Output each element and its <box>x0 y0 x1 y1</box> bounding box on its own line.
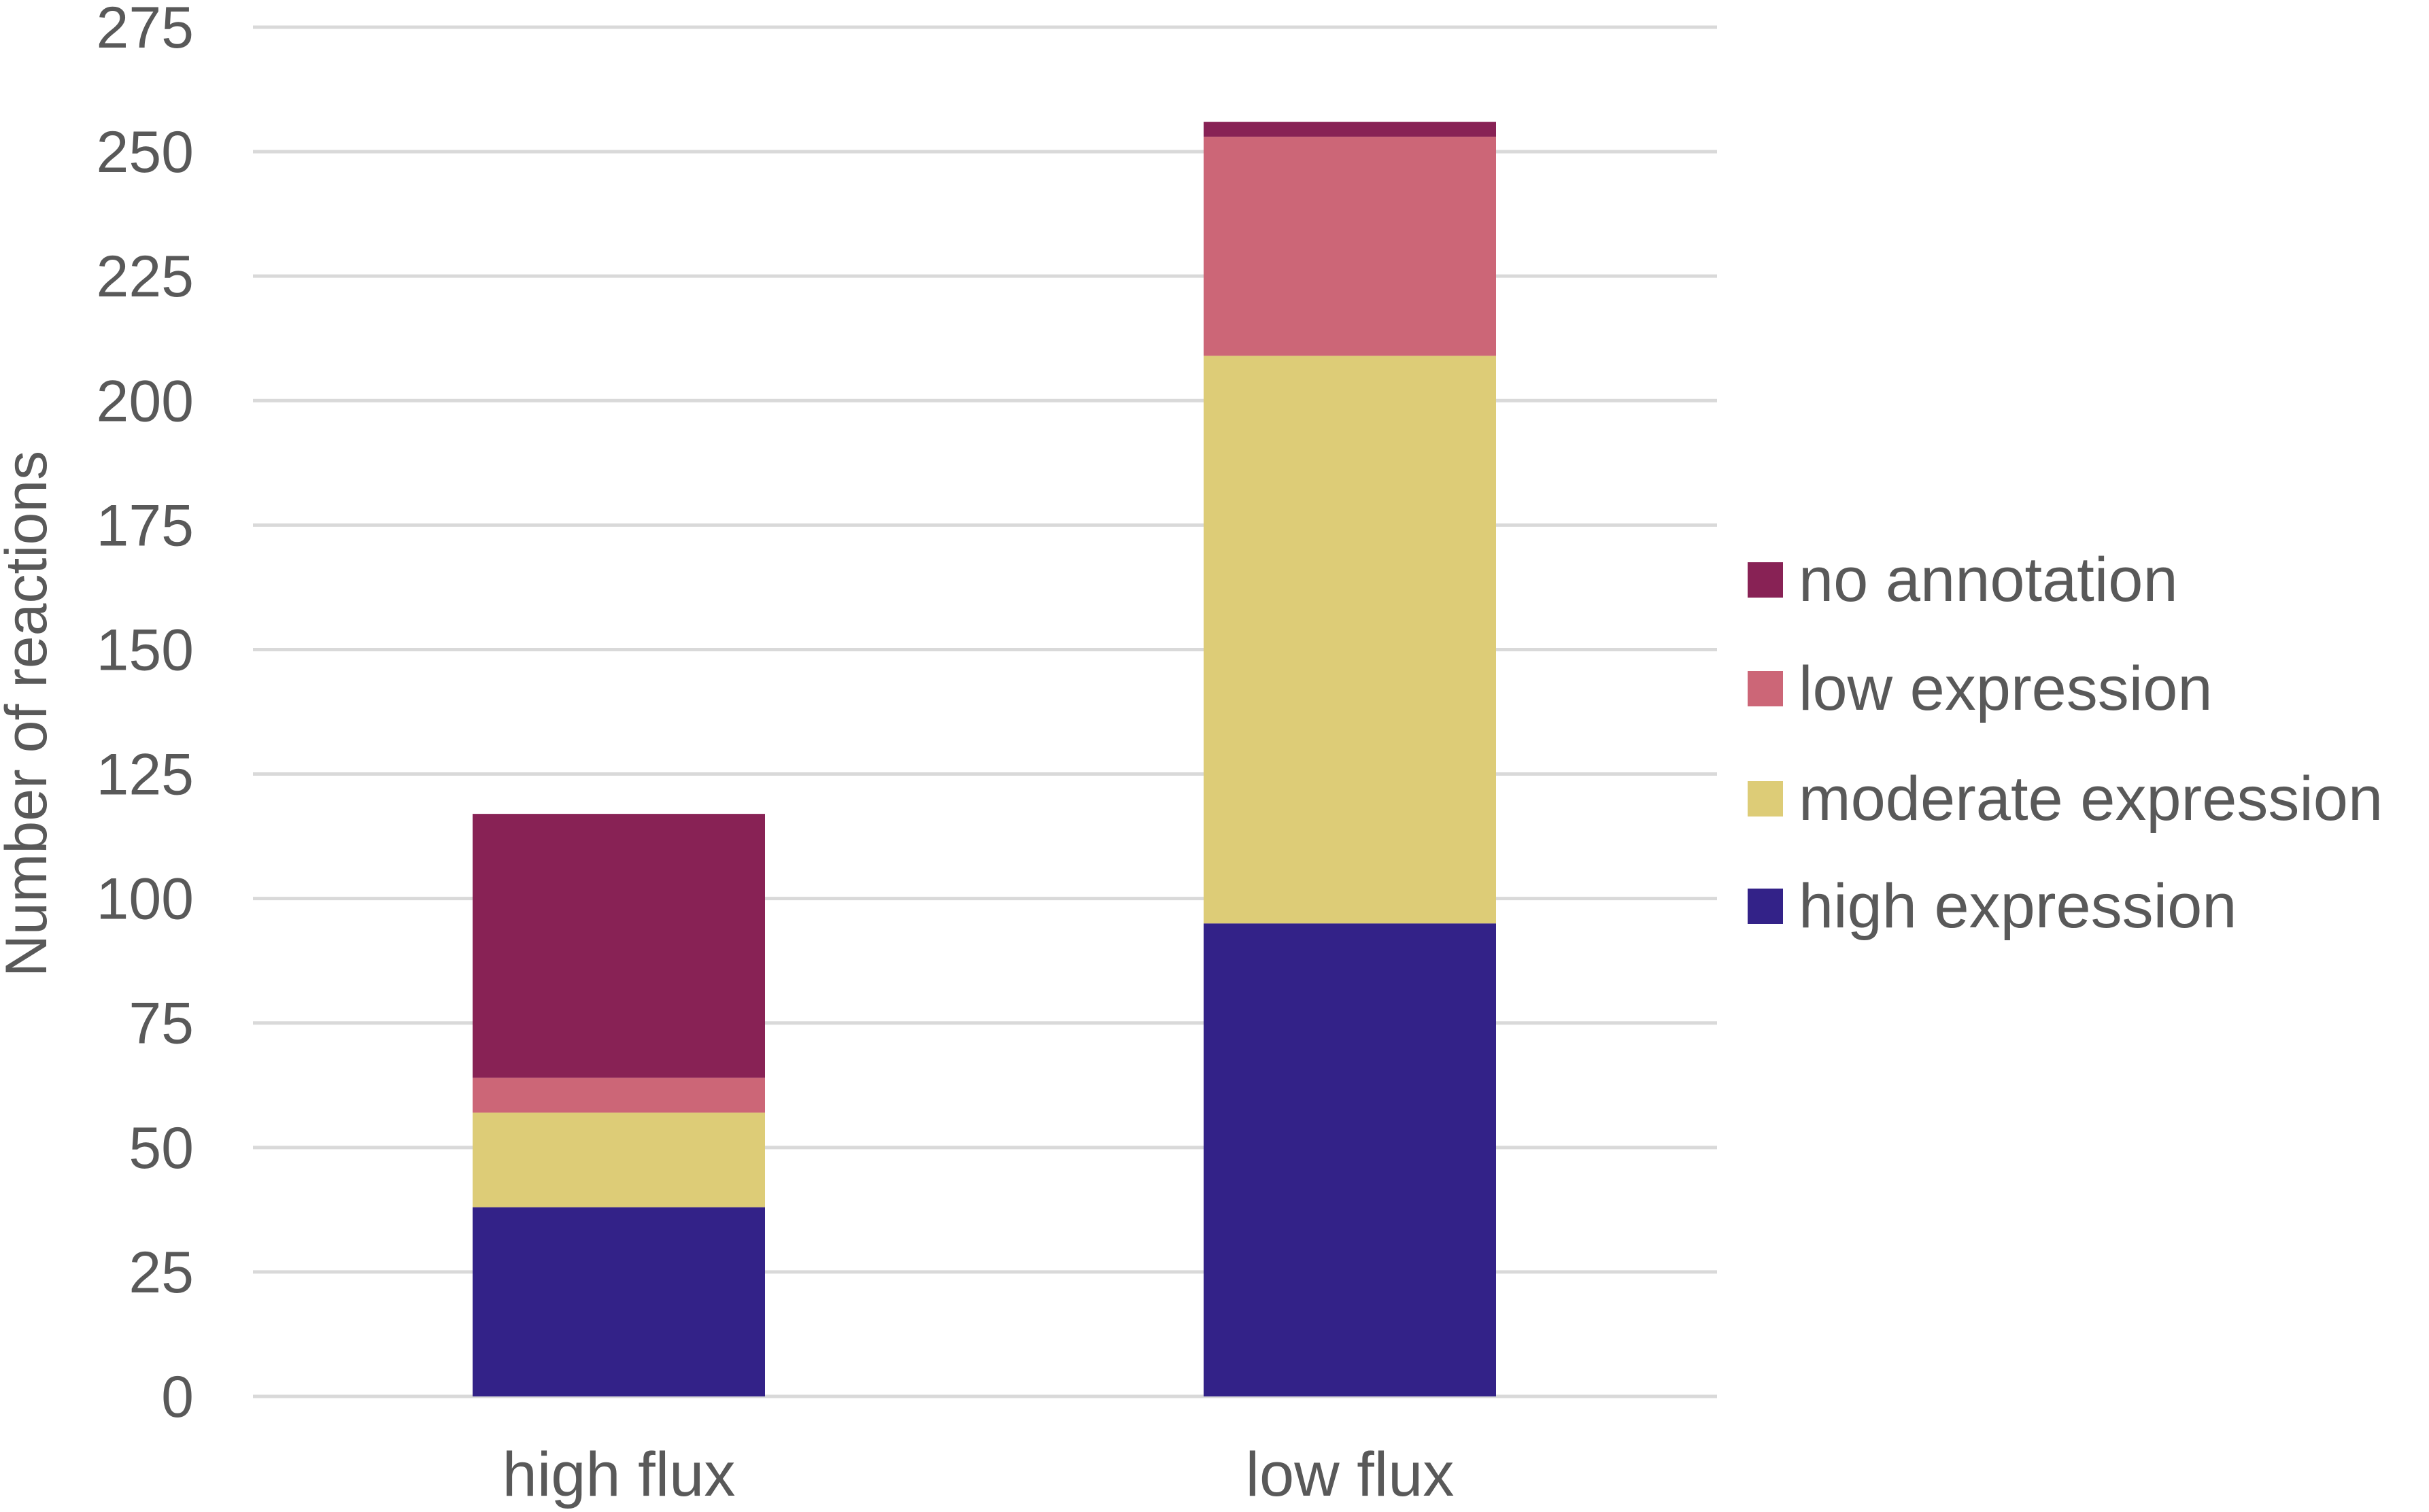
legend-swatch <box>1748 781 1783 817</box>
x-category-label: low flux <box>1246 1440 1455 1509</box>
bars <box>473 122 1496 1396</box>
y-tick-label: 75 <box>129 991 194 1056</box>
legend-swatch <box>1748 889 1783 924</box>
y-tick-label: 125 <box>97 742 194 808</box>
legend-swatch <box>1748 671 1783 706</box>
y-tick-label: 275 <box>97 0 194 61</box>
bar-segment-no-annotation-high-flux <box>473 814 765 1078</box>
bar-segment-moderate-expression-low-flux <box>1204 356 1496 924</box>
y-tick-label: 175 <box>97 493 194 558</box>
legend-label: no annotation <box>1799 545 2178 615</box>
y-tick-label: 150 <box>97 617 194 683</box>
x-axis-categories: high flux low flux <box>503 1440 1455 1509</box>
y-tick-label: 100 <box>97 867 194 932</box>
y-tick-label: 0 <box>161 1364 194 1430</box>
legend-label: low expression <box>1799 654 2213 723</box>
bar-segment-high-expression-low-flux <box>1204 923 1496 1396</box>
y-axis-ticks: 0 25 50 75 100 125 150 175 200 225 250 275 <box>97 0 194 1430</box>
y-axis-title: Number of reactions <box>0 451 59 977</box>
bar-segment-low-expression-high-flux <box>473 1078 765 1113</box>
gridlines <box>253 25 1717 1398</box>
y-tick-label: 50 <box>129 1116 194 1181</box>
y-tick-label: 25 <box>129 1240 194 1305</box>
x-category-label: high flux <box>503 1440 736 1509</box>
bar-segment-low-expression-low-flux <box>1204 137 1496 356</box>
legend-label: moderate expression <box>1799 764 2383 834</box>
y-tick-label: 250 <box>97 120 194 185</box>
legend-label: high expression <box>1799 872 2237 941</box>
legend: no annotation low expression moderate expr… <box>1748 545 2383 941</box>
bar-segment-high-expression-high-flux <box>473 1207 765 1396</box>
y-tick-label: 225 <box>97 244 194 309</box>
legend-swatch <box>1748 562 1783 598</box>
y-tick-label: 200 <box>97 368 194 434</box>
bar-segment-no-annotation-low-flux <box>1204 122 1496 137</box>
bar-segment-moderate-expression-high-flux <box>473 1112 765 1207</box>
